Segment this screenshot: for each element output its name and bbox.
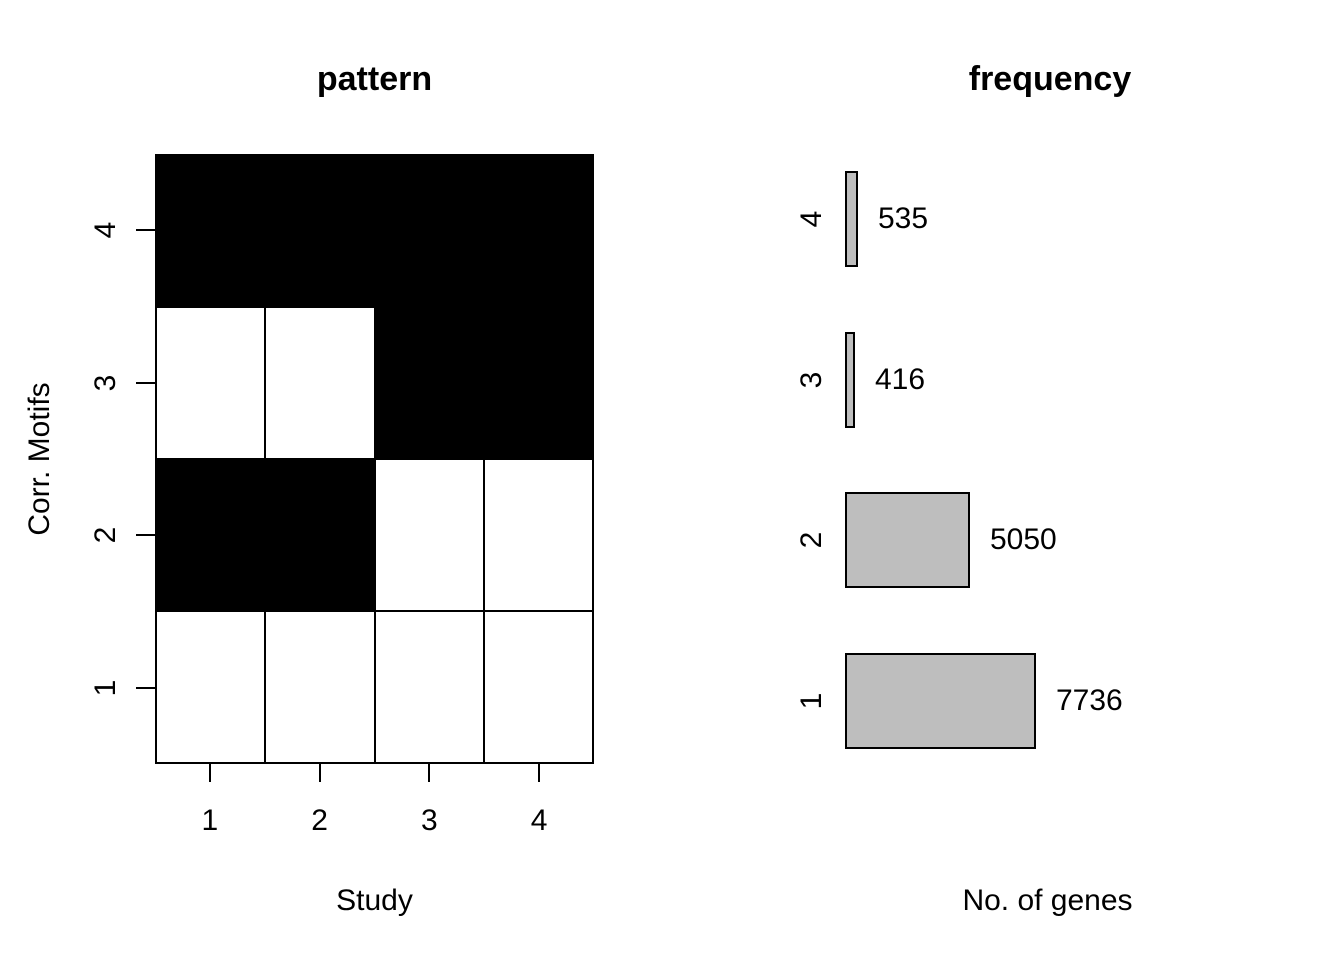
frequency-value-label: 416 — [875, 363, 926, 396]
pattern-y-tick — [136, 229, 155, 232]
pattern-cell-study3-motif3 — [374, 307, 484, 459]
frequency-bar-pattern1 — [845, 653, 1036, 749]
pattern-cell-study4-motif2 — [483, 459, 593, 611]
pattern-y-tick-label: 4 — [89, 221, 122, 239]
pattern-cell-study4-motif1 — [483, 611, 593, 763]
frequency-category-label: 2 — [795, 531, 828, 549]
pattern-y-tick — [136, 381, 155, 384]
pattern-x-tick — [208, 764, 211, 782]
pattern-x-tick — [428, 764, 431, 782]
pattern-x-tick-label: 4 — [530, 804, 548, 837]
pattern-x-axis-title: Study — [336, 884, 413, 917]
frequency-category-label: 3 — [795, 371, 828, 389]
frequency-value-label: 5050 — [990, 523, 1057, 556]
pattern-y-tick — [136, 534, 155, 537]
frequency-bar-pattern4 — [845, 171, 858, 267]
pattern-cell-study4-motif4 — [483, 155, 593, 307]
pattern-cell-study1-motif4 — [156, 155, 266, 307]
pattern-y-tick-label: 2 — [89, 526, 122, 544]
pattern-cell-study2-motif3 — [265, 307, 375, 459]
pattern-y-tick — [136, 686, 155, 689]
frequency-category-label: 4 — [795, 210, 828, 228]
pattern-cell-study1-motif1 — [156, 611, 266, 763]
pattern-cell-study2-motif1 — [265, 611, 375, 763]
frequency-category-label: 1 — [795, 692, 828, 710]
pattern-cell-study2-motif4 — [265, 155, 375, 307]
pattern-x-tick-label: 2 — [311, 804, 328, 837]
pattern-y-tick-label: 1 — [89, 679, 122, 697]
pattern-cell-study2-motif2 — [265, 459, 375, 611]
pattern-y-axis-title: Corr. Motifs — [23, 382, 56, 536]
pattern-cell-study3-motif4 — [374, 155, 484, 307]
pattern-cell-study1-motif3 — [156, 307, 266, 459]
pattern-x-tick-label: 3 — [421, 804, 438, 837]
pattern-cell-study3-motif1 — [374, 611, 484, 763]
frequency-value-label: 7736 — [1056, 684, 1123, 717]
pattern-x-tick-label: 1 — [201, 804, 219, 837]
pattern-heatmap — [155, 154, 594, 764]
frequency-title: frequency — [968, 60, 1132, 98]
pattern-cell-study1-motif2 — [156, 459, 266, 611]
frequency-bar-pattern3 — [845, 332, 855, 428]
pattern-cell-study3-motif2 — [374, 459, 484, 611]
pattern-x-tick — [318, 764, 321, 782]
frequency-x-axis-title: No. of genes — [962, 884, 1133, 917]
frequency-value-label: 535 — [878, 202, 929, 235]
pattern-x-tick — [538, 764, 541, 782]
pattern-y-tick-label: 3 — [89, 374, 122, 392]
frequency-bar-pattern2 — [845, 492, 970, 588]
pattern-title: pattern — [316, 60, 433, 98]
pattern-cell-study4-motif3 — [483, 307, 593, 459]
